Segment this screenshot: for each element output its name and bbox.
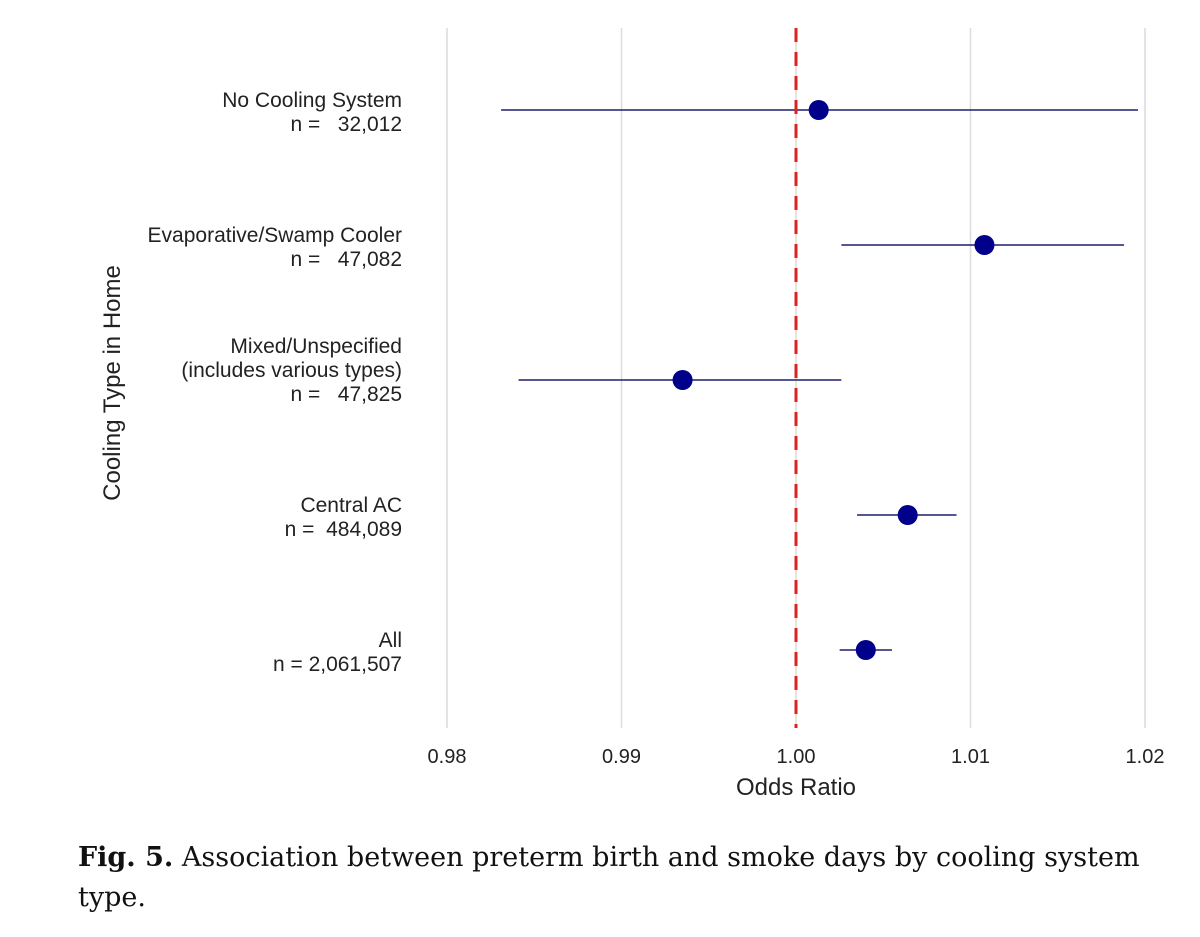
x-tick-label: 0.99	[602, 746, 641, 768]
x-tick-labels: 0.98 0.99 1.00 1.01 1.02	[428, 746, 1165, 768]
category-label-line: Evaporative/Swamp Cooler	[148, 224, 402, 247]
category-label-line: No Cooling System	[222, 89, 402, 112]
point-estimate	[974, 235, 995, 255]
category-label-line: n = 484,089	[285, 518, 402, 541]
x-tick-label: 1.01	[951, 746, 990, 768]
category-label-line: n = 47,825	[290, 383, 402, 406]
point-estimate	[808, 100, 829, 120]
category-label-line: All	[379, 629, 402, 652]
confidence-intervals	[501, 109, 1139, 651]
y-axis-title: Cooling Type in Home	[99, 265, 126, 501]
category-label-line: n = 32,012	[290, 113, 402, 136]
point-estimate	[672, 370, 693, 390]
x-tick-label: 0.98	[428, 746, 467, 768]
x-tick-label: 1.02	[1126, 746, 1165, 768]
point-estimate	[855, 640, 876, 660]
point-estimates	[672, 100, 995, 660]
point-estimate	[897, 505, 918, 525]
x-axis-title: Odds Ratio	[736, 774, 856, 801]
category-label-line: (includes various types)	[181, 359, 402, 382]
category-label-line: n = 2,061,507	[273, 653, 402, 676]
figure-caption: Fig. 5. Association between preterm birt…	[78, 838, 1168, 918]
x-tick-label: 1.00	[777, 746, 816, 768]
category-label-line: Mixed/Unspecified	[230, 335, 402, 358]
caption-label: Fig. 5.	[78, 842, 174, 873]
caption-text: Association between preterm birth and sm…	[78, 842, 1140, 913]
category-label-line: Central AC	[300, 494, 402, 517]
category-label-line: n = 47,082	[290, 248, 402, 271]
